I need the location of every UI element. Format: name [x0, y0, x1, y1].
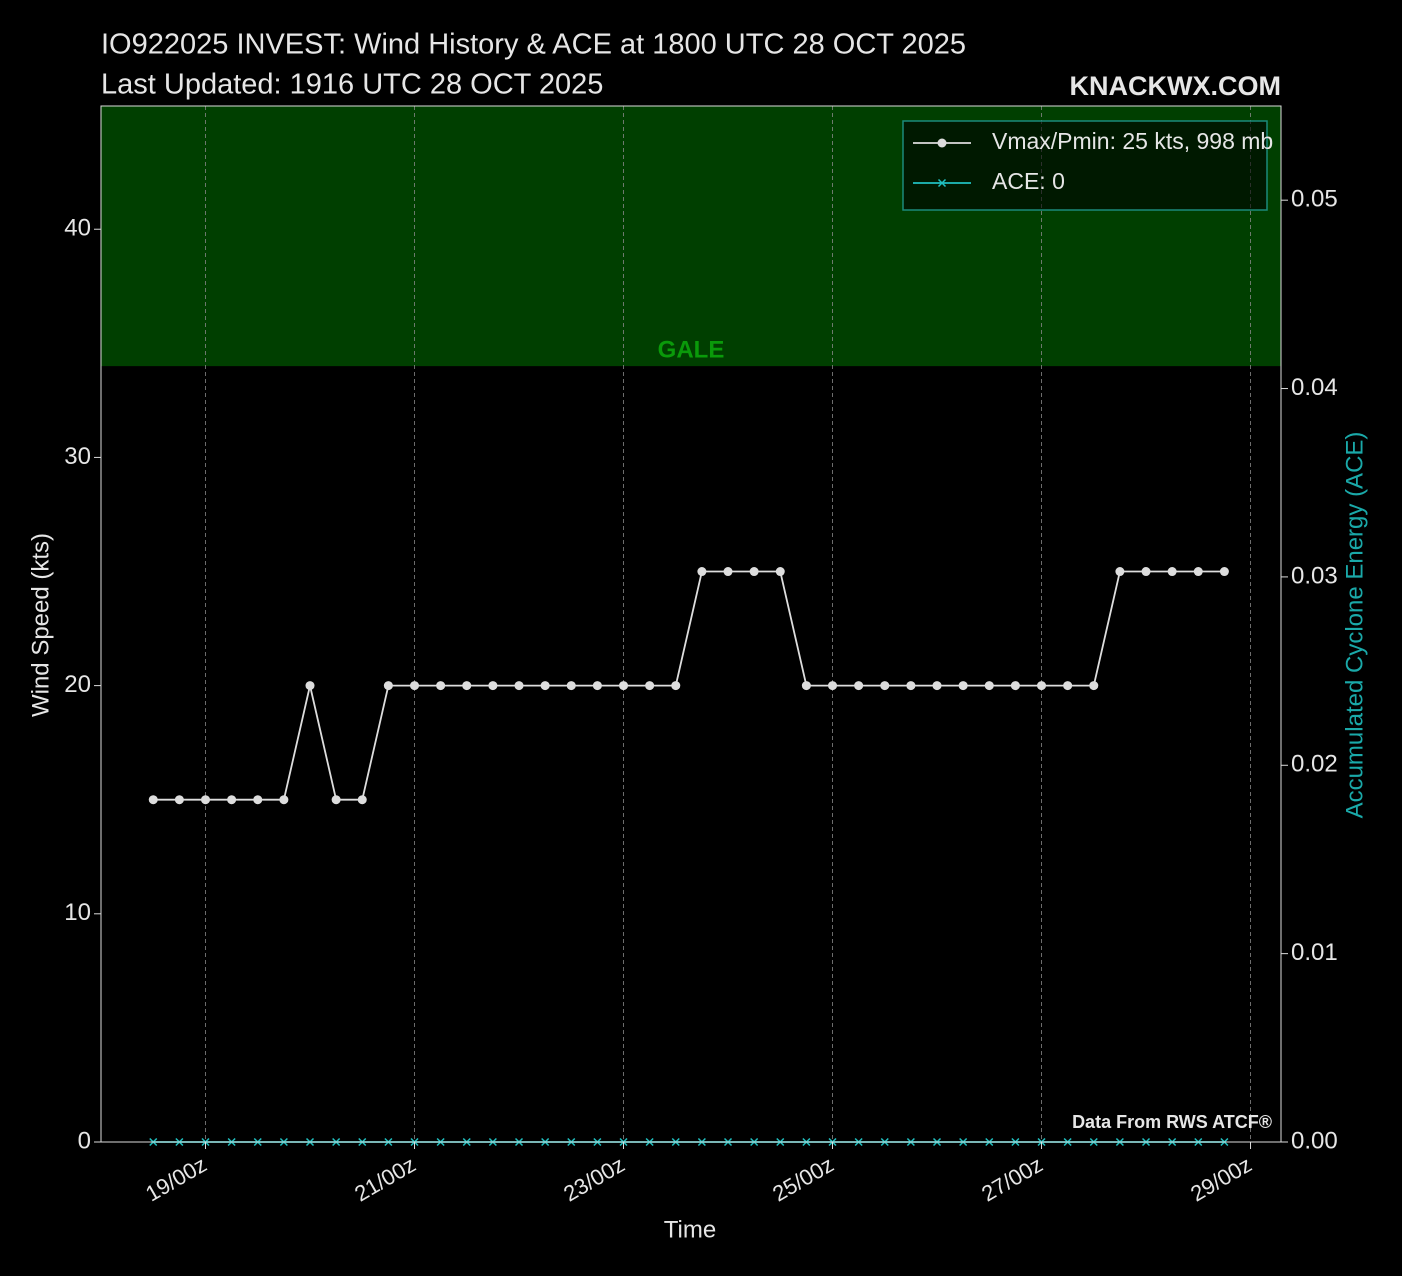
point-marker [828, 681, 838, 691]
point-marker [958, 681, 968, 691]
legend-marker [937, 138, 947, 148]
point-marker [749, 567, 759, 577]
legend-label: Vmax/Pmin: 25 kts, 998 mb [992, 128, 1273, 154]
y2-axis-label: Accumulated Cyclone Energy (ACE) [1341, 432, 1368, 819]
y-tick-label: 40 [64, 215, 91, 242]
point-marker [775, 567, 785, 577]
point-marker [1063, 681, 1073, 691]
point-marker [1141, 567, 1151, 577]
point-marker [227, 795, 237, 805]
y-tick-label: 10 [64, 899, 91, 926]
point-marker [1167, 567, 1177, 577]
y2-tick-label: 0.04 [1291, 374, 1338, 401]
plot-frame [100, 105, 1282, 1143]
legend-marker [937, 178, 947, 188]
source-note: Data From RWS ATCF® [1072, 1112, 1272, 1132]
point-marker [1010, 681, 1020, 691]
y2-tick-label: 0.05 [1291, 186, 1338, 213]
point-marker [1089, 681, 1099, 691]
point-marker [279, 795, 289, 805]
point-marker [1193, 567, 1203, 577]
point-marker [932, 681, 942, 691]
y2-tick-label: 0.00 [1291, 1127, 1338, 1154]
chart-subtitle: Last Updated: 1916 UTC 28 OCT 2025 [101, 69, 603, 101]
y2-tick-label: 0.03 [1291, 562, 1338, 589]
point-marker [671, 681, 681, 691]
point-marker [148, 795, 158, 805]
point-marker [305, 681, 315, 691]
x-axis-label: Time [664, 1216, 716, 1243]
point-marker [436, 681, 446, 691]
point-marker [174, 795, 184, 805]
point-marker [854, 681, 864, 691]
point-marker [383, 681, 393, 691]
legend-box [902, 120, 1268, 211]
point-marker [984, 681, 994, 691]
y-axis-label: Wind Speed (kts) [27, 533, 54, 717]
point-marker [880, 681, 890, 691]
y-tick-label: 20 [64, 671, 91, 698]
point-marker [592, 681, 602, 691]
point-marker [1115, 567, 1125, 577]
point-marker [619, 681, 629, 691]
y2-tick-label: 0.01 [1291, 939, 1338, 966]
point-marker [801, 681, 811, 691]
point-marker [566, 681, 576, 691]
legend-label: ACE: 0 [992, 168, 1065, 194]
point-marker [462, 681, 472, 691]
point-marker [540, 681, 550, 691]
point-marker [906, 681, 916, 691]
point-marker [201, 795, 211, 805]
point-marker [253, 795, 263, 805]
point-marker [514, 681, 524, 691]
y-tick-label: 30 [64, 443, 91, 470]
y2-tick-label: 0.02 [1291, 751, 1338, 778]
y-tick-label: 0 [78, 1127, 91, 1154]
point-marker [645, 681, 655, 691]
point-marker [357, 795, 367, 805]
point-marker [331, 795, 341, 805]
point-marker [488, 681, 498, 691]
chart-title: IO922025 INVEST: Wind History & ACE at 1… [101, 29, 966, 61]
point-marker [1037, 681, 1047, 691]
point-marker [410, 681, 420, 691]
band-label: GALE [658, 336, 725, 363]
watermark: KNACKWX.COM [1070, 71, 1281, 101]
point-marker [1219, 567, 1229, 577]
point-marker [697, 567, 707, 577]
point-marker [723, 567, 733, 577]
